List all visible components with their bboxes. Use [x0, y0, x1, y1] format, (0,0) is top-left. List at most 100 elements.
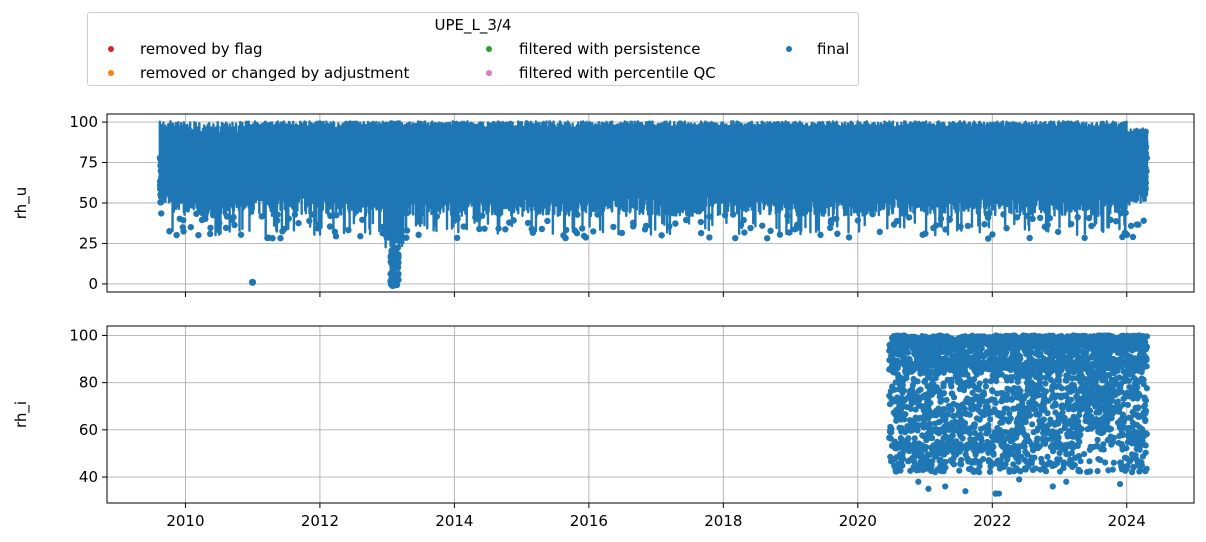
data-point — [326, 223, 334, 230]
data-point — [697, 229, 705, 237]
legend-marker-removed-by-flag — [108, 46, 114, 52]
data-point — [794, 221, 801, 228]
data-point — [1042, 339, 1049, 346]
data-point — [562, 234, 569, 242]
data-point — [893, 217, 901, 225]
data-point — [984, 398, 992, 405]
data-point — [940, 380, 947, 387]
data-point — [947, 376, 955, 383]
data-point — [931, 420, 939, 427]
data-point — [904, 364, 911, 372]
data-point — [1074, 213, 1081, 221]
data-point — [910, 396, 917, 403]
data-point — [951, 357, 958, 364]
data-point — [917, 350, 924, 357]
data-point — [1129, 233, 1137, 241]
data-point — [1075, 453, 1083, 460]
data-point — [1040, 355, 1047, 362]
data-point — [1093, 403, 1100, 410]
x-tick-label: 2016 — [570, 512, 608, 530]
data-point — [1051, 421, 1059, 428]
y-tick-label: 40 — [79, 468, 98, 486]
data-point — [1038, 459, 1045, 466]
data-point — [1040, 424, 1047, 431]
data-point — [391, 230, 398, 238]
data-point — [1141, 166, 1148, 174]
data-point — [1110, 459, 1117, 466]
data-point — [997, 355, 1004, 362]
data-point — [1105, 467, 1112, 474]
data-point — [1055, 456, 1063, 463]
data-point — [231, 221, 238, 229]
data-point — [1122, 209, 1129, 216]
data-point — [1072, 404, 1080, 411]
data-point — [906, 457, 913, 464]
data-point — [985, 458, 992, 465]
data-point — [274, 211, 281, 218]
data-point — [971, 423, 978, 430]
data-point — [1138, 375, 1145, 382]
data-point — [876, 228, 883, 236]
data-point — [1056, 371, 1063, 379]
data-point — [1048, 462, 1056, 469]
data-point — [950, 339, 957, 346]
data-point — [897, 374, 904, 381]
data-point — [899, 389, 906, 396]
data-point — [956, 404, 963, 412]
data-point — [943, 364, 950, 371]
data-point — [1086, 373, 1094, 381]
data-point — [1119, 430, 1126, 437]
data-point — [1138, 412, 1145, 419]
legend-label-final: final — [817, 40, 850, 58]
data-point — [1011, 405, 1018, 412]
data-point — [912, 352, 920, 359]
data-point — [1112, 217, 1120, 225]
data-point — [975, 364, 982, 371]
data-point — [899, 359, 906, 366]
data-point — [987, 463, 994, 470]
data-point — [1132, 338, 1140, 345]
data-point — [1121, 454, 1129, 461]
data-point — [940, 389, 948, 397]
data-point — [924, 363, 931, 370]
data-point — [1013, 394, 1021, 401]
data-point — [295, 219, 302, 227]
data-point — [574, 211, 581, 218]
data-point — [976, 349, 984, 356]
data-point — [1142, 186, 1149, 193]
data-point — [897, 463, 904, 470]
data-point — [981, 221, 988, 228]
data-point — [1029, 447, 1037, 454]
data-point — [264, 234, 271, 242]
data-point — [1095, 456, 1102, 463]
data-point — [910, 390, 918, 397]
data-point — [1142, 139, 1149, 146]
data-point — [1018, 453, 1025, 460]
data-point — [1136, 468, 1143, 475]
data-point — [279, 228, 286, 235]
data-point — [1014, 353, 1022, 360]
data-point — [1042, 436, 1050, 443]
data-point — [314, 225, 321, 232]
data-point — [1061, 363, 1069, 370]
data-point — [1088, 425, 1095, 432]
data-point — [1024, 432, 1031, 439]
data-point — [1040, 393, 1047, 400]
data-point — [940, 406, 947, 413]
x-tick-label: 2020 — [839, 512, 877, 530]
data-point — [940, 468, 947, 475]
data-point — [1024, 463, 1032, 470]
data-point — [454, 213, 461, 220]
data-point — [982, 424, 989, 432]
data-point — [1093, 442, 1101, 449]
data-point — [1004, 456, 1011, 463]
data-point — [914, 400, 922, 407]
data-point — [1142, 449, 1149, 456]
data-point — [1085, 214, 1093, 222]
data-point — [1005, 359, 1013, 367]
data-point — [1101, 374, 1108, 382]
data-point — [1077, 362, 1084, 369]
data-point — [1064, 400, 1072, 408]
data-point — [180, 217, 187, 224]
data-point — [937, 215, 945, 222]
